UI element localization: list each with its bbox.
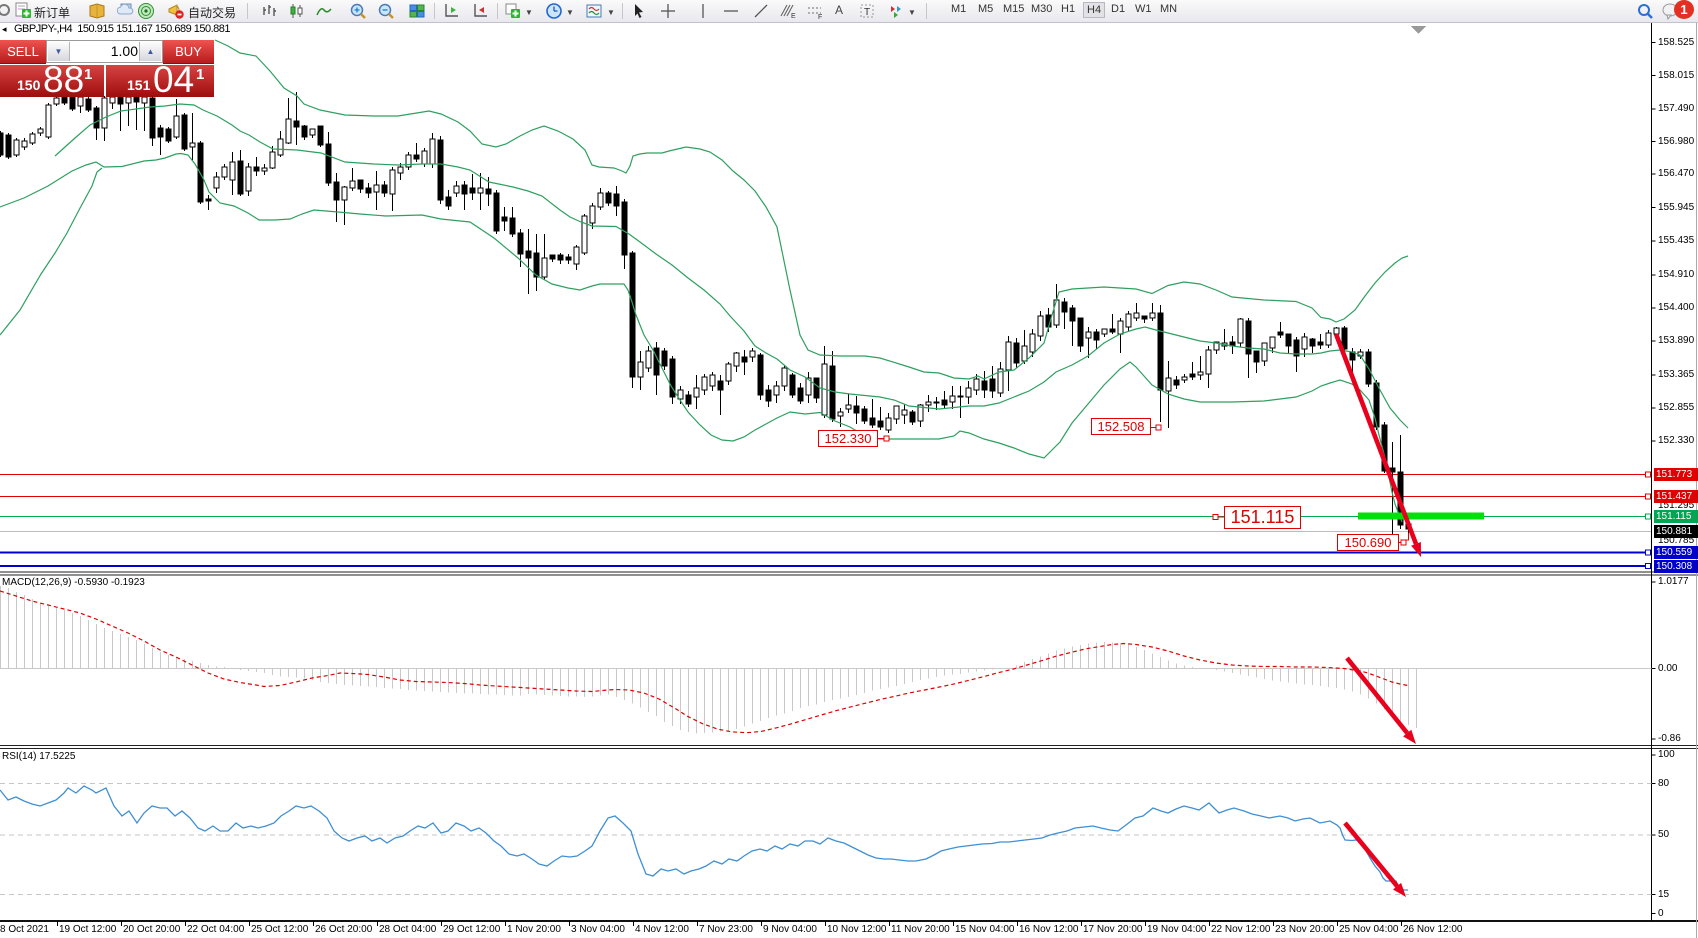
svg-text:F: F <box>818 14 822 20</box>
svg-text:E: E <box>791 13 796 20</box>
svg-text:T: T <box>864 7 870 18</box>
